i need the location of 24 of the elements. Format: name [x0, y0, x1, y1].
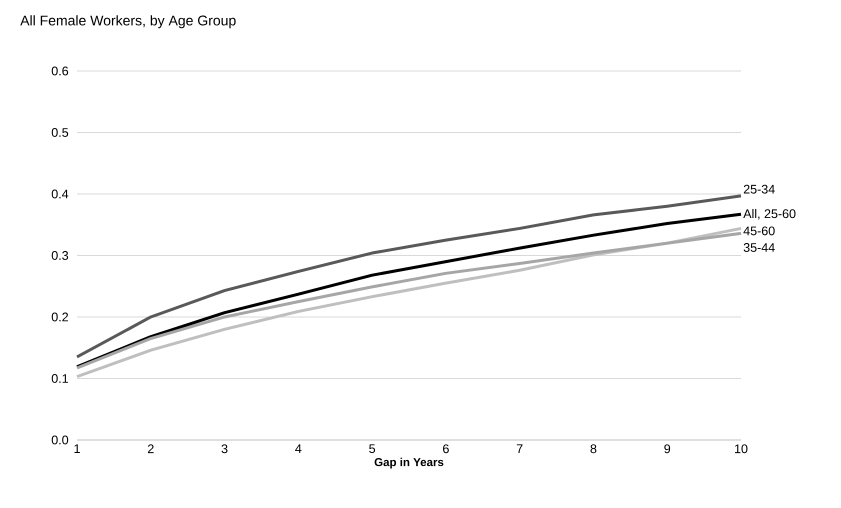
x-tick-label: 7 — [516, 444, 523, 453]
x-tick-label: 5 — [369, 444, 376, 454]
x-axis-title: Gap in Years — [374, 458, 444, 468]
series-label: 35-44 — [744, 243, 775, 252]
series-label: 25-34 — [744, 184, 775, 194]
series-label: All, 25-60 — [743, 208, 796, 220]
x-tick-label: 3 — [222, 444, 228, 454]
y-tick-label: 0.3 — [52, 251, 68, 260]
y-tick-label: 0.4 — [52, 190, 68, 198]
y-tick-label: 0.0 — [52, 436, 68, 444]
chart-title: All Female Workers, by Age Group — [20, 15, 236, 28]
x-tick-label: 2 — [148, 444, 154, 454]
x-tick-label: 4 — [295, 444, 302, 453]
x-tick-label: 1 — [74, 444, 80, 453]
x-tick-label: 10 — [735, 444, 748, 454]
line-series — [76, 194, 743, 358]
y-tick-label: 0.5 — [52, 128, 68, 137]
series-label: 45-60 — [743, 226, 775, 236]
y-tick-label: 0.6 — [52, 66, 68, 76]
x-tick-label: 6 — [443, 444, 449, 454]
y-tick-label: 0.1 — [52, 374, 68, 383]
x-tick-label: 9 — [664, 444, 670, 454]
y-tick-label: 0.2 — [52, 312, 68, 322]
x-tick-label: 8 — [590, 444, 596, 454]
